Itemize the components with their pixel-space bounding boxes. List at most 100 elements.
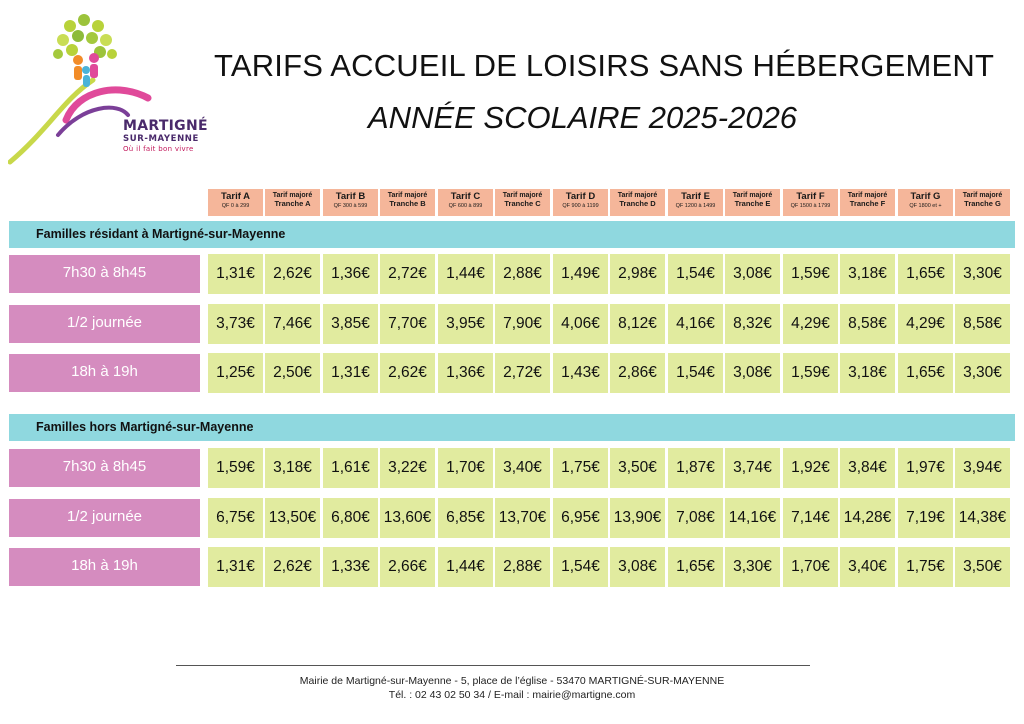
tariff-cell: 1,70€ (438, 448, 493, 488)
tariff-column-header: Tarif E QF 1200 à 1499 (668, 189, 723, 216)
logo-slogan: Où il fait bon vivre (123, 145, 194, 153)
tariff-column-header: Tarif majoré Tranche F (840, 189, 895, 216)
tariff-cell: 3,95€ (438, 304, 493, 344)
tariff-column-label: Tarif C (450, 191, 481, 202)
tariff-column-label: Tarif A (220, 191, 251, 202)
row-label-morning: 7h30 à 8h45 (9, 449, 200, 487)
tariff-cell: 1,54€ (668, 254, 723, 294)
tariff-cell: 1,59€ (783, 254, 838, 294)
row-label-evening: 18h à 19h (9, 354, 200, 392)
tariff-column-label: Tarif majoré (732, 192, 773, 199)
tariff-column-sublabel: Tranche B (389, 199, 426, 208)
tariff-column-header: Tarif A QF 0 à 299 (208, 189, 263, 216)
tariff-column-label: Tarif D (565, 191, 596, 202)
tariff-cell: 3,50€ (955, 547, 1010, 587)
logo-town-subname: SUR-MAYENNE (123, 134, 199, 144)
tariff-cell: 1,61€ (323, 448, 378, 488)
tariff-cell: 2,62€ (265, 254, 320, 294)
tariff-column-sublabel: QF 300 à 599 (333, 202, 368, 209)
tariff-cell: 2,88€ (495, 254, 550, 294)
page-subtitle: ANNÉE SCOLAIRE 2025-2026 (368, 100, 798, 135)
tariff-cell: 1,65€ (898, 254, 953, 294)
tariff-column-label: Tarif majoré (502, 192, 543, 199)
tariff-cell: 2,50€ (265, 353, 320, 393)
tariff-column-header: Tarif C QF 600 à 899 (438, 189, 493, 216)
tariff-cell: 3,08€ (725, 353, 780, 393)
tariff-cell: 1,59€ (783, 353, 838, 393)
tariff-cell: 1,87€ (668, 448, 723, 488)
tariff-cell: 8,58€ (955, 304, 1010, 344)
tariff-cell: 4,16€ (668, 304, 723, 344)
row-label-morning: 7h30 à 8h45 (9, 255, 200, 293)
tariff-cell: 1,25€ (208, 353, 263, 393)
tariff-column-label: Tarif E (681, 191, 710, 202)
tariff-column-sublabel: Tranche D (619, 199, 656, 208)
tariff-cell: 3,22€ (380, 448, 435, 488)
tariff-column-label: Tarif majoré (387, 192, 428, 199)
logo-town-name: MARTIGNÉ (123, 118, 208, 134)
tariff-cell: 7,19€ (898, 498, 953, 538)
tariff-column-sublabel: Tranche A (274, 199, 311, 208)
tariff-cell: 1,33€ (323, 547, 378, 587)
tariff-cell: 1,31€ (323, 353, 378, 393)
tariff-cell: 1,54€ (668, 353, 723, 393)
tariff-cell: 1,49€ (553, 254, 608, 294)
tariff-cell: 3,40€ (840, 547, 895, 587)
tariff-column-sublabel: QF 1500 à 1799 (790, 202, 831, 209)
tariff-cell: 3,30€ (725, 547, 780, 587)
tariff-cell: 6,75€ (208, 498, 263, 538)
tariff-column-sublabel: QF 1800 et + (909, 202, 942, 209)
tariff-column-sublabel: Tranche E (734, 199, 771, 208)
tariff-cell: 8,58€ (840, 304, 895, 344)
tariff-column-sublabel: QF 0 à 299 (221, 202, 250, 209)
tariff-cell: 7,08€ (668, 498, 723, 538)
tariff-cell: 1,75€ (553, 448, 608, 488)
tariff-column-label: Tarif G (910, 191, 941, 202)
tariff-cell: 4,06€ (553, 304, 608, 344)
tariff-cell: 3,18€ (265, 448, 320, 488)
tariff-column-sublabel: Tranche C (504, 199, 541, 208)
tariff-column-header: Tarif F QF 1500 à 1799 (783, 189, 838, 216)
tariff-cell: 4,29€ (898, 304, 953, 344)
tariff-column-header: Tarif majoré Tranche A (265, 189, 320, 216)
tariff-column-header: Tarif B QF 300 à 599 (323, 189, 378, 216)
tariff-cell: 3,85€ (323, 304, 378, 344)
tariff-cell: 2,72€ (495, 353, 550, 393)
tariff-cell: 3,30€ (955, 353, 1010, 393)
tariff-column-header: Tarif majoré Tranche C (495, 189, 550, 216)
tariff-cell: 1,92€ (783, 448, 838, 488)
tariff-cell: 6,85€ (438, 498, 493, 538)
tariff-cell: 1,44€ (438, 547, 493, 587)
tariff-cell: 14,28€ (840, 498, 895, 538)
footer-divider (176, 665, 810, 666)
tariff-column-label: Tarif majoré (617, 192, 658, 199)
tariff-cell: 13,60€ (380, 498, 435, 538)
tariff-column-sublabel: Tranche F (849, 199, 886, 208)
tariff-column-header: Tarif majoré Tranche G (955, 189, 1010, 216)
tariff-cell: 7,46€ (265, 304, 320, 344)
section-header-non-residents: Familles hors Martigné-sur-Mayenne (9, 414, 1015, 441)
tariff-cell: 7,14€ (783, 498, 838, 538)
tariff-cell: 1,70€ (783, 547, 838, 587)
tariff-cell: 2,66€ (380, 547, 435, 587)
tariff-cell: 3,50€ (610, 448, 665, 488)
tariff-cell: 1,31€ (208, 254, 263, 294)
tariff-column-label: Tarif majoré (272, 192, 313, 199)
tariff-cell: 2,86€ (610, 353, 665, 393)
tariff-column-sublabel: QF 900 à 1199 (562, 202, 599, 209)
tariff-cell: 1,31€ (208, 547, 263, 587)
tariff-cell: 1,36€ (323, 254, 378, 294)
tariff-column-header: Tarif G QF 1800 et + (898, 189, 953, 216)
tariff-column-label: Tarif F (796, 191, 825, 202)
tariff-cell: 6,80€ (323, 498, 378, 538)
tariff-cell: 1,65€ (898, 353, 953, 393)
tariff-cell: 8,32€ (725, 304, 780, 344)
tariff-cell: 3,94€ (955, 448, 1010, 488)
row-label-half-day: 1/2 journée (9, 305, 200, 343)
tariff-cell: 7,70€ (380, 304, 435, 344)
tariff-cell: 3,08€ (725, 254, 780, 294)
tariff-column-sublabel: Tranche G (964, 199, 1001, 208)
tariff-cell: 14,38€ (955, 498, 1010, 538)
tariff-cell: 1,97€ (898, 448, 953, 488)
tariff-column-header: Tarif majoré Tranche E (725, 189, 780, 216)
